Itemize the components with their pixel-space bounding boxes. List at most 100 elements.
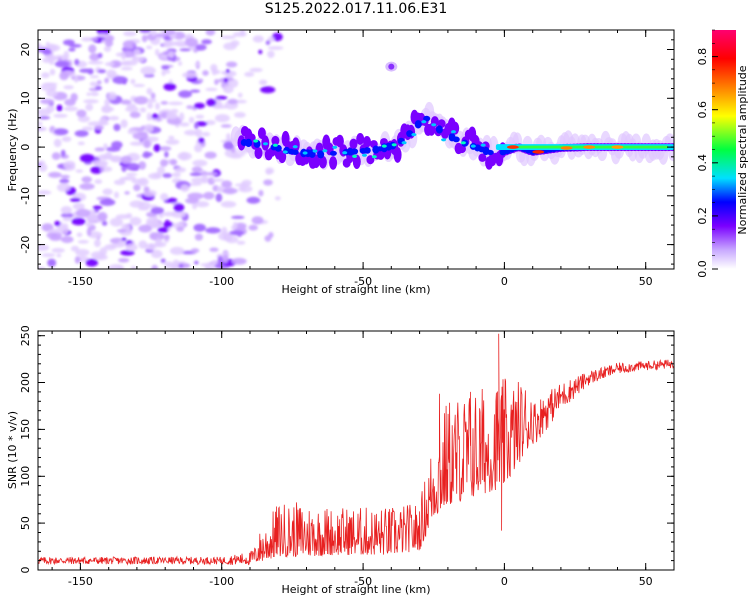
colorbar-tick-label: 0.6 — [696, 101, 709, 119]
noise-blob — [194, 122, 199, 130]
noise-blob — [251, 216, 264, 225]
noise-blob — [191, 177, 207, 184]
noise-blob — [60, 213, 75, 218]
noise-blob — [236, 240, 246, 245]
noise-blob — [209, 247, 219, 252]
noise-blob — [99, 198, 116, 206]
noise-blob — [205, 87, 218, 92]
noise-blob — [151, 113, 159, 119]
noise-blob — [194, 260, 199, 265]
colorbar: 0.0 0.2 0.4 0.6 0.8 Normalized spectral ampl… — [696, 29, 749, 278]
noise-blob — [126, 103, 137, 109]
ridge-band-blue — [423, 115, 431, 122]
noise-blob — [38, 266, 46, 269]
noise-blob — [62, 217, 73, 222]
ridge-band-purple — [458, 144, 466, 154]
noise-blob — [259, 79, 268, 86]
noise-blob — [225, 235, 239, 244]
noise-blob — [133, 49, 141, 56]
ridge-spot — [292, 145, 298, 149]
noise-blob — [123, 175, 137, 181]
noise-blob — [125, 213, 133, 219]
noise-blob — [185, 197, 199, 204]
ridge-spot — [470, 144, 476, 148]
noise-blob — [216, 186, 222, 193]
ridge-spot — [362, 153, 367, 157]
noise-blob — [166, 112, 178, 120]
ridge-spot — [352, 154, 358, 158]
noise-blob — [258, 189, 264, 197]
noise-blob — [46, 89, 58, 98]
colorbar-tick-label: 0.2 — [696, 207, 709, 225]
noise-blob — [97, 33, 108, 38]
noise-blob — [164, 219, 170, 229]
noise-blob — [75, 208, 91, 218]
noise-blob — [204, 151, 217, 159]
ridge-spot — [302, 151, 308, 155]
noise-blob — [63, 160, 76, 170]
snr-panel: -150 -100 -50 0 50 0 50 100 150 200 250 Height of… — [6, 325, 675, 596]
noise-blob — [124, 191, 130, 195]
noise-blob — [146, 45, 153, 50]
snr-x-axis-label: Height of straight line (km) — [281, 583, 430, 596]
y-tick-label: -20 — [19, 236, 32, 254]
x-tick-label: -50 — [354, 575, 372, 588]
noise-blob — [120, 250, 135, 256]
noise-blob — [38, 160, 46, 165]
noise-blob — [223, 77, 229, 83]
ridge-spot — [253, 139, 259, 143]
noise-blob — [87, 60, 104, 65]
noise-blob — [174, 167, 186, 173]
ridge-spot — [421, 120, 427, 124]
noise-blob — [213, 105, 229, 109]
noise-blob — [97, 161, 108, 169]
ridge-spot — [272, 143, 278, 147]
noise-blob — [221, 180, 233, 188]
noise-blob — [164, 234, 170, 241]
noise-blob — [46, 105, 55, 113]
noise-blob — [102, 188, 113, 196]
noise-blob — [241, 179, 252, 186]
ridge-band-purple — [291, 137, 300, 153]
noise-blob — [165, 139, 180, 145]
noise-blob — [223, 42, 237, 51]
noise-blob — [151, 249, 163, 259]
ridge-band-blue — [329, 150, 337, 156]
ridge-spot — [451, 130, 456, 134]
noise-blob — [104, 39, 114, 47]
noise-blob — [184, 129, 198, 136]
noise-blob — [237, 92, 243, 98]
noise-blob — [153, 144, 161, 152]
ridge-band-blue — [435, 125, 443, 134]
noise-blob — [168, 135, 175, 140]
noise-blob — [264, 235, 272, 242]
noise-blob — [118, 258, 130, 263]
noise-blob — [79, 153, 95, 163]
noise-blob — [180, 184, 190, 192]
noise-blob — [132, 132, 149, 140]
noise-blob — [123, 31, 137, 37]
noise-blob — [143, 186, 150, 193]
noise-blob — [60, 149, 66, 157]
noise-blob — [60, 206, 72, 215]
noise-blob — [131, 178, 147, 184]
noise-blob — [107, 91, 117, 101]
noise-blob — [205, 172, 219, 176]
noise-blob — [120, 61, 131, 66]
ridge-band-purple — [271, 135, 280, 146]
noise-blob — [173, 203, 185, 213]
x-tick-label: -150 — [68, 575, 93, 588]
ridge-spot — [342, 151, 348, 155]
noise-blob — [85, 222, 93, 227]
ridge-band-purple — [312, 154, 321, 169]
ridge-band-purple — [356, 132, 365, 145]
noise-blob — [146, 87, 153, 95]
noise-blob — [194, 233, 203, 241]
ridge-band-blue — [414, 120, 422, 129]
noise-blob — [194, 144, 203, 153]
noise-blob — [159, 30, 164, 33]
noise-blob — [153, 241, 167, 248]
noise-blob — [177, 152, 192, 161]
noise-blob — [54, 220, 61, 227]
y-tick-label: 0 — [19, 567, 32, 574]
